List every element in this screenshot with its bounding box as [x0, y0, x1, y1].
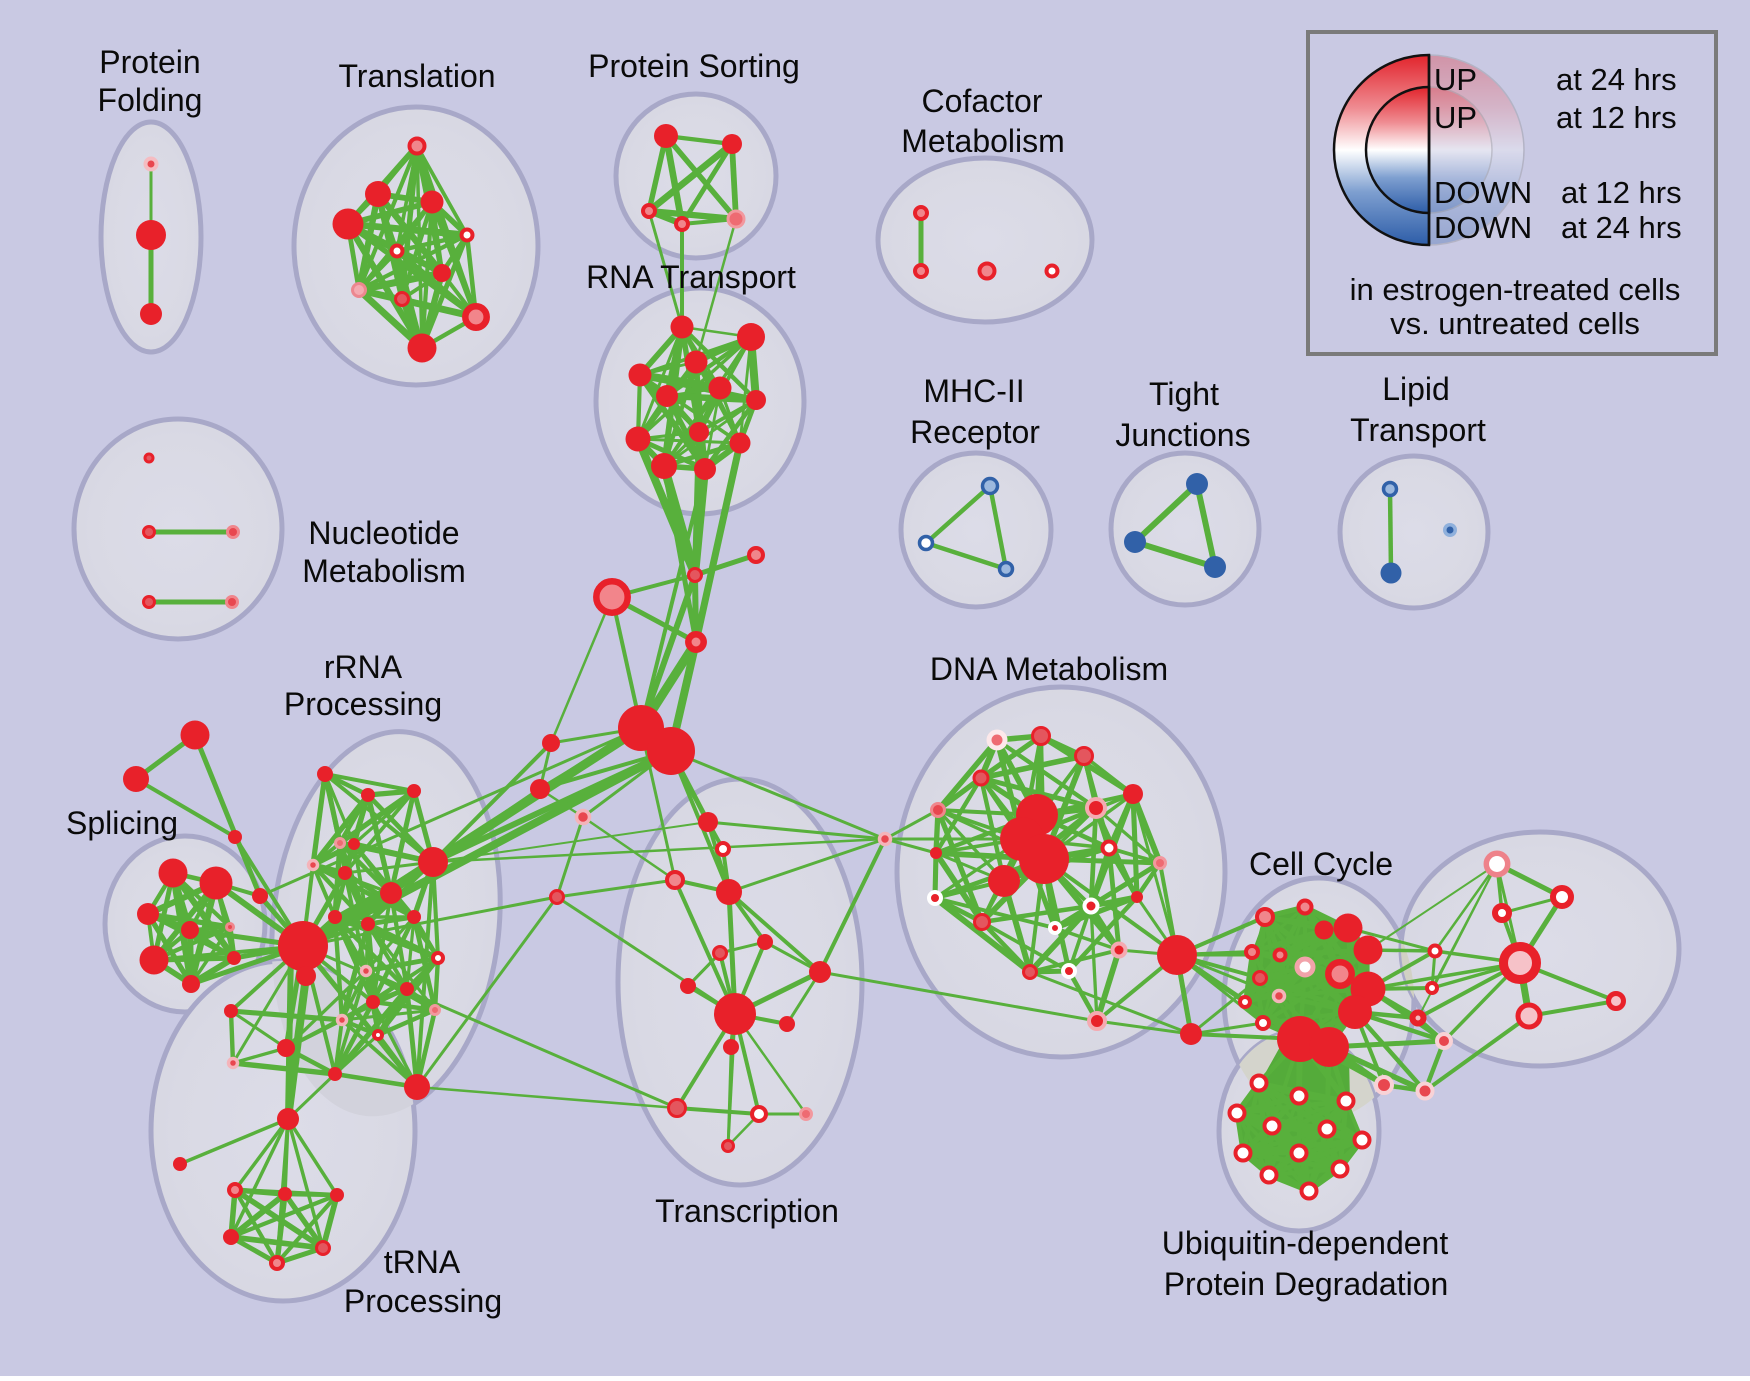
svg-text:at 12 hrs: at 12 hrs [1556, 100, 1677, 135]
svg-text:at 24 hrs: at 24 hrs [1561, 210, 1682, 245]
svg-text:Protein Degradation: Protein Degradation [1164, 1266, 1449, 1302]
svg-text:Processing: Processing [344, 1283, 502, 1319]
svg-text:DNA Metabolism: DNA Metabolism [930, 651, 1168, 687]
svg-text:Metabolism: Metabolism [302, 553, 466, 589]
svg-text:Nucleotide: Nucleotide [308, 515, 459, 551]
svg-text:at 12 hrs: at 12 hrs [1561, 175, 1682, 210]
svg-text:Cofactor: Cofactor [922, 83, 1043, 119]
svg-text:tRNA: tRNA [384, 1244, 461, 1280]
svg-text:UP: UP [1434, 62, 1477, 97]
svg-text:Transcription: Transcription [655, 1193, 839, 1229]
svg-text:Cell Cycle: Cell Cycle [1249, 846, 1393, 882]
svg-text:Translation: Translation [338, 58, 495, 94]
svg-text:Processing: Processing [284, 686, 442, 722]
svg-text:at 24 hrs: at 24 hrs [1556, 62, 1677, 97]
svg-text:rRNA: rRNA [324, 649, 403, 685]
svg-text:RNA Transport: RNA Transport [586, 259, 796, 295]
svg-text:Protein: Protein [99, 44, 200, 80]
svg-text:MHC-II: MHC-II [923, 373, 1024, 409]
svg-text:Ubiquitin-dependent: Ubiquitin-dependent [1162, 1225, 1449, 1261]
svg-text:Splicing: Splicing [66, 805, 178, 841]
svg-text:Junctions: Junctions [1115, 417, 1250, 453]
svg-text:Protein Sorting: Protein Sorting [588, 48, 800, 84]
svg-text:Receptor: Receptor [910, 414, 1040, 450]
svg-text:Lipid: Lipid [1382, 371, 1450, 407]
svg-text:Transport: Transport [1350, 412, 1486, 448]
svg-text:Metabolism: Metabolism [901, 123, 1065, 159]
svg-text:DOWN: DOWN [1434, 210, 1532, 245]
svg-text:Tight: Tight [1149, 376, 1219, 412]
svg-text:UP: UP [1434, 100, 1477, 135]
svg-text:DOWN: DOWN [1434, 175, 1532, 210]
svg-text:vs. untreated cells: vs. untreated cells [1390, 306, 1640, 341]
svg-text:Folding: Folding [98, 82, 203, 118]
svg-text:in estrogen-treated cells: in estrogen-treated cells [1350, 272, 1681, 307]
